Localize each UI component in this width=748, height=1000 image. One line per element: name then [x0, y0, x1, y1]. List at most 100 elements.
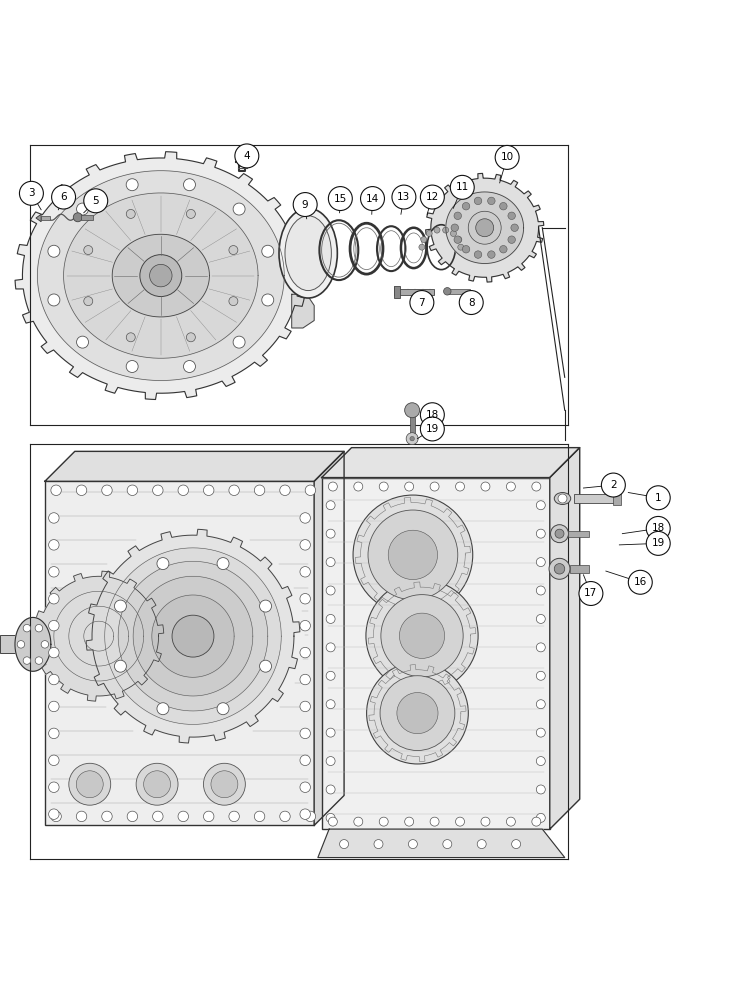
Circle shape: [326, 614, 335, 623]
Text: 4: 4: [244, 151, 250, 161]
Text: 14: 14: [366, 194, 379, 204]
Circle shape: [35, 624, 43, 632]
Circle shape: [366, 580, 478, 692]
Circle shape: [430, 482, 439, 491]
Circle shape: [300, 540, 310, 550]
Circle shape: [456, 237, 462, 243]
Circle shape: [300, 755, 310, 766]
Circle shape: [511, 224, 518, 231]
Circle shape: [328, 817, 337, 826]
Circle shape: [500, 202, 507, 210]
Circle shape: [203, 811, 214, 822]
Circle shape: [49, 647, 59, 658]
Circle shape: [49, 540, 59, 550]
Circle shape: [474, 197, 482, 205]
Text: 12: 12: [426, 192, 439, 202]
Circle shape: [49, 674, 59, 685]
Circle shape: [468, 211, 501, 244]
Polygon shape: [15, 152, 307, 399]
Circle shape: [444, 288, 451, 295]
Ellipse shape: [279, 208, 337, 298]
Circle shape: [49, 755, 59, 766]
Circle shape: [508, 212, 515, 220]
Text: 17: 17: [584, 588, 598, 598]
Circle shape: [102, 485, 112, 496]
Circle shape: [326, 671, 335, 680]
Circle shape: [536, 529, 545, 538]
Circle shape: [451, 224, 459, 231]
Circle shape: [506, 482, 515, 491]
Circle shape: [84, 246, 93, 255]
Circle shape: [443, 227, 449, 233]
Circle shape: [326, 813, 335, 822]
Circle shape: [426, 230, 432, 236]
Polygon shape: [34, 571, 164, 701]
Circle shape: [76, 485, 87, 496]
Polygon shape: [550, 448, 580, 829]
Text: 16: 16: [634, 577, 647, 587]
Circle shape: [628, 570, 652, 594]
Circle shape: [326, 586, 335, 595]
Circle shape: [397, 693, 438, 734]
Circle shape: [481, 482, 490, 491]
Circle shape: [52, 185, 76, 209]
Circle shape: [579, 582, 603, 605]
Circle shape: [462, 246, 470, 253]
Circle shape: [558, 494, 567, 503]
Circle shape: [140, 255, 182, 297]
Circle shape: [551, 525, 568, 543]
Circle shape: [536, 614, 545, 623]
Circle shape: [229, 297, 238, 306]
Circle shape: [326, 643, 335, 652]
Circle shape: [35, 657, 43, 664]
Bar: [396, 289, 434, 295]
Circle shape: [300, 782, 310, 792]
Circle shape: [300, 647, 310, 658]
Circle shape: [328, 482, 337, 491]
Circle shape: [374, 840, 383, 849]
Circle shape: [49, 513, 59, 523]
Circle shape: [280, 811, 290, 822]
Circle shape: [300, 674, 310, 685]
Polygon shape: [314, 451, 344, 825]
Circle shape: [379, 482, 388, 491]
Text: 8: 8: [468, 298, 474, 308]
Circle shape: [157, 558, 169, 570]
Circle shape: [229, 485, 239, 496]
Circle shape: [76, 203, 88, 215]
Circle shape: [454, 236, 462, 243]
Circle shape: [114, 600, 126, 612]
Circle shape: [456, 482, 465, 491]
Bar: [81, 215, 93, 220]
Circle shape: [260, 600, 272, 612]
FancyBboxPatch shape: [45, 481, 314, 825]
Circle shape: [554, 564, 565, 574]
Circle shape: [476, 219, 494, 237]
Text: 11: 11: [456, 182, 469, 192]
Circle shape: [300, 567, 310, 577]
Bar: [568, 531, 589, 537]
Circle shape: [69, 763, 111, 805]
Circle shape: [150, 264, 172, 287]
Circle shape: [73, 213, 82, 222]
Circle shape: [127, 811, 138, 822]
Polygon shape: [15, 617, 51, 671]
Circle shape: [300, 620, 310, 631]
Circle shape: [420, 417, 444, 441]
Circle shape: [126, 333, 135, 342]
Text: 15: 15: [334, 194, 347, 204]
Bar: [613, 492, 621, 505]
Bar: [570, 565, 589, 573]
Circle shape: [368, 510, 458, 600]
Text: 7: 7: [419, 298, 425, 308]
Circle shape: [477, 840, 486, 849]
Circle shape: [51, 811, 61, 822]
Circle shape: [326, 785, 335, 794]
Text: 18: 18: [426, 410, 439, 420]
Circle shape: [300, 701, 310, 712]
Circle shape: [84, 189, 108, 213]
Circle shape: [488, 251, 495, 258]
Circle shape: [536, 785, 545, 794]
Circle shape: [421, 237, 427, 243]
Text: 9: 9: [302, 200, 308, 210]
